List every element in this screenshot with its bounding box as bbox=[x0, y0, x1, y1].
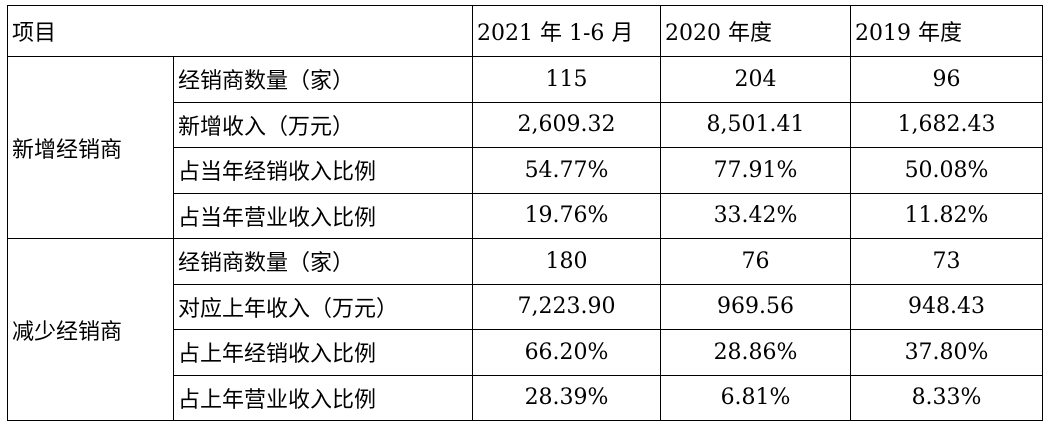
value-cell: 2,609.32 bbox=[472, 101, 662, 148]
data-table: 项目 2021 年 1-6 月 2020 年度 2019 年度 新增经销商 经销商数量（家… bbox=[6, 5, 1044, 421]
data-row: 占当年营业收入比例 19.76% 33.42% 11.82% bbox=[8, 192, 1044, 239]
value-cell: 8,501.41 bbox=[660, 101, 852, 148]
data-row: 对应上年收入（万元） 7,223.90 969.56 948.43 bbox=[8, 283, 1044, 330]
value-cell: 7,223.90 bbox=[472, 283, 662, 330]
value-cell: 1,682.43 bbox=[850, 101, 1044, 148]
value-cell: 948.43 bbox=[850, 283, 1044, 330]
value-cell: 115 bbox=[472, 56, 662, 103]
value-cell: 8.33% bbox=[850, 374, 1044, 421]
row-label: 对应上年收入（万元） bbox=[172, 283, 474, 330]
row-label: 占上年经销收入比例 bbox=[172, 329, 474, 376]
row-label: 占当年营业收入比例 bbox=[172, 192, 474, 239]
value-cell: 19.76% bbox=[472, 192, 662, 239]
header-cell: 项目 bbox=[6, 5, 474, 57]
value-cell: 37.80% bbox=[850, 329, 1044, 376]
value-cell: 73 bbox=[850, 238, 1044, 285]
value-cell: 28.39% bbox=[472, 374, 662, 421]
row-label: 占上年营业收入比例 bbox=[172, 374, 474, 421]
data-row: 减少经销商 经销商数量（家） 180 76 73 bbox=[7, 238, 1044, 421]
value-cell: 28.86% bbox=[660, 329, 852, 376]
row-label: 新增收入（万元） bbox=[172, 101, 474, 148]
value-cell: 96 bbox=[850, 56, 1044, 103]
table-body: 项目 2021 年 1-6 月 2020 年度 2019 年度 新增经销商 经销商数量（家… bbox=[6, 5, 1044, 421]
row-label: 占当年经销收入比例 bbox=[172, 147, 474, 194]
header-cell: 2021 年 1-6 月 bbox=[472, 5, 662, 57]
header-cell: 2020 年度 bbox=[660, 5, 852, 57]
header-cell: 2019 年度 bbox=[850, 5, 1044, 57]
value-cell: 77.91% bbox=[660, 147, 852, 194]
value-cell: 33.42% bbox=[660, 192, 852, 239]
data-row: 占上年经销收入比例 66.20% 28.86% 37.80% bbox=[8, 329, 1044, 376]
value-cell: 66.20% bbox=[472, 329, 662, 376]
value-cell: 204 bbox=[660, 56, 852, 103]
value-cell: 54.77% bbox=[472, 147, 662, 194]
header-row: 项目 2021 年 1-6 月 2020 年度 2019 年度 bbox=[6, 5, 1044, 57]
group-label: 减少经销商 bbox=[7, 238, 174, 421]
group-label: 新增经销商 bbox=[7, 56, 174, 239]
value-cell: 76 bbox=[660, 238, 852, 285]
value-cell: 50.08% bbox=[850, 147, 1044, 194]
value-cell: 969.56 bbox=[660, 283, 852, 330]
value-cell: 6.81% bbox=[660, 374, 852, 421]
value-cell: 11.82% bbox=[850, 192, 1044, 239]
row-label: 经销商数量（家） bbox=[172, 238, 474, 285]
value-cell: 180 bbox=[472, 238, 662, 285]
data-row: 新增经销商 经销商数量（家） 115 204 96 bbox=[7, 56, 1044, 239]
row-label: 经销商数量（家） bbox=[172, 56, 474, 103]
data-row: 占上年营业收入比例 28.39% 6.81% 8.33% bbox=[8, 374, 1044, 421]
